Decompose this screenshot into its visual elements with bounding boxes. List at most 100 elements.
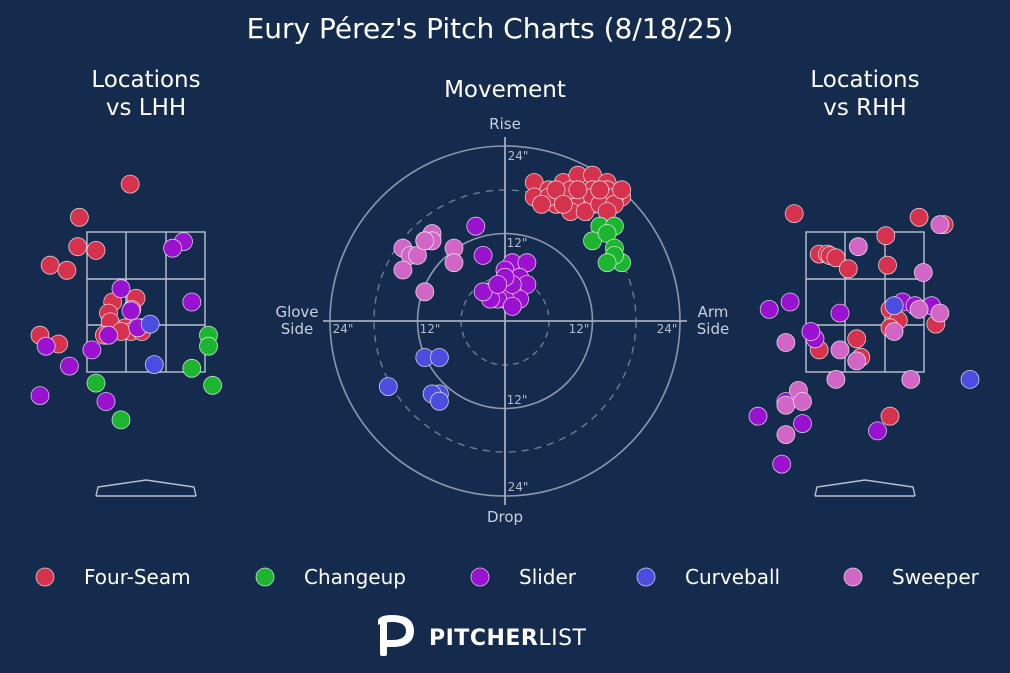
movement-panel: Rise Drop Glove Side Arm Side 24" 12" 12… bbox=[275, 115, 729, 526]
figure-title: Eury Pérez's Pitch Charts (8/18/25) bbox=[247, 12, 734, 45]
pitch-point-curveball bbox=[884, 296, 904, 316]
pitch-point-sweeper bbox=[776, 395, 796, 415]
pitch-point-slider bbox=[99, 325, 118, 345]
pitch-point-slider bbox=[793, 414, 812, 434]
pitch-point-four-seam bbox=[57, 260, 77, 280]
legend-label-sweeper: Sweeper bbox=[892, 565, 980, 589]
pitch-point-four-seam bbox=[847, 329, 867, 349]
home-plate bbox=[814, 479, 916, 497]
brand-logo-text: PITCHERLIST bbox=[429, 626, 587, 651]
pitch-point-slider bbox=[502, 296, 522, 316]
pitch-point-sweeper bbox=[847, 351, 867, 371]
rhh-points bbox=[748, 204, 980, 474]
pitch-point-four-seam bbox=[40, 255, 60, 275]
pitch-point-slider bbox=[182, 292, 202, 312]
pitch-point-sweeper bbox=[776, 333, 796, 352]
axis-label-drop: Drop bbox=[487, 508, 523, 526]
pitch-point-four-seam bbox=[880, 406, 900, 426]
pitch-point-four-seam bbox=[876, 226, 896, 246]
pitch-point-changeup bbox=[111, 410, 131, 430]
pitch-point-slider bbox=[488, 275, 508, 294]
pitch-point-curveball bbox=[429, 348, 449, 367]
pitch-point-curveball bbox=[378, 377, 398, 397]
rhh-panel-title-line1: Locations bbox=[810, 67, 919, 93]
ring-label-left-12: 12" bbox=[420, 322, 441, 336]
pitch-point-four-seam bbox=[568, 180, 588, 200]
ring-label-bottom-12: 12" bbox=[507, 393, 528, 407]
pitch-point-sweeper bbox=[826, 369, 846, 389]
pitch-point-slider bbox=[121, 301, 141, 321]
pitch-point-sweeper bbox=[884, 322, 904, 341]
pitch-point-curveball bbox=[140, 314, 160, 334]
pitch-point-slider bbox=[801, 322, 821, 341]
pitch-point-four-seam bbox=[532, 194, 551, 214]
rhh-location-panel bbox=[748, 204, 980, 497]
pitch-point-four-seam bbox=[909, 207, 929, 227]
ring-label-right-12: 12" bbox=[569, 322, 590, 336]
pitch-point-curveball bbox=[429, 391, 449, 411]
legend-label-four-seam: Four-Seam bbox=[84, 565, 191, 589]
pitch-point-four-seam bbox=[590, 180, 610, 200]
axis-label-glove-line1: Glove bbox=[275, 303, 318, 321]
pitch-point-sweeper bbox=[909, 299, 929, 319]
ring-label-top-24: 24" bbox=[508, 149, 529, 163]
pitch-point-sweeper bbox=[776, 425, 796, 445]
pitch-point-four-seam bbox=[838, 259, 858, 279]
rhh-panel-title-line2: vs RHH bbox=[823, 95, 906, 121]
movement-panel-title: Movement bbox=[444, 77, 566, 103]
pitch-point-slider bbox=[163, 238, 183, 258]
lhh-location-panel bbox=[30, 174, 223, 497]
pitch-point-sweeper bbox=[415, 282, 435, 302]
pitch-point-sweeper bbox=[444, 253, 464, 273]
legend-marker-four-seam bbox=[35, 567, 55, 587]
pitch-point-slider bbox=[36, 336, 56, 356]
legend-marker-sweeper bbox=[843, 567, 863, 587]
ring-label-left-24: 24" bbox=[333, 322, 354, 336]
pitch-point-slider bbox=[473, 245, 493, 265]
axis-label-rise: Rise bbox=[489, 115, 521, 133]
ring-label-right-24: 24" bbox=[657, 322, 678, 336]
brand-bold: PITCHER bbox=[429, 626, 538, 651]
pitch-point-changeup bbox=[182, 358, 202, 378]
pitch-point-four-seam bbox=[120, 174, 140, 194]
pitch-point-sweeper bbox=[393, 260, 413, 280]
pitch-point-changeup bbox=[199, 336, 218, 356]
pitch-point-slider bbox=[830, 303, 850, 323]
legend-label-changeup: Changeup bbox=[304, 565, 406, 589]
pitch-point-sweeper bbox=[930, 303, 950, 323]
pitch-point-slider bbox=[96, 392, 116, 411]
pitch-point-sweeper bbox=[930, 215, 950, 235]
axis-label-arm-line1: Arm bbox=[698, 303, 729, 321]
brand-light: LIST bbox=[538, 626, 586, 651]
lhh-points bbox=[30, 174, 223, 430]
pitch-point-slider bbox=[30, 386, 50, 406]
axis-label-arm-line2: Side bbox=[697, 320, 729, 338]
pitch-point-slider bbox=[466, 216, 486, 236]
pitch-point-changeup bbox=[203, 375, 223, 395]
movement-points bbox=[378, 165, 632, 411]
pitch-point-sweeper bbox=[793, 392, 812, 411]
legend-label-slider: Slider bbox=[519, 565, 577, 589]
pitch-point-four-seam bbox=[68, 237, 88, 257]
pitch-point-slider bbox=[748, 406, 768, 426]
pitch-point-changeup bbox=[597, 253, 617, 273]
pitch-point-sweeper bbox=[848, 237, 868, 257]
lhh-panel-title-line1: Locations bbox=[91, 67, 200, 93]
axis-label-glove-line2: Side bbox=[281, 320, 313, 338]
ring-label-bottom-24: 24" bbox=[508, 480, 529, 494]
pitch-point-four-seam bbox=[86, 240, 106, 260]
pitch-point-slider bbox=[868, 421, 887, 441]
lhh-panel-title-line2: vs LHH bbox=[106, 95, 186, 121]
pitch-point-four-seam bbox=[784, 204, 804, 224]
home-plate bbox=[95, 479, 197, 497]
pitch-point-slider bbox=[111, 279, 131, 299]
pitch-point-sweeper bbox=[830, 340, 850, 360]
pitch-point-four-seam bbox=[612, 180, 632, 200]
pitcherlist-p-icon bbox=[378, 615, 414, 656]
pitch-point-sweeper bbox=[415, 231, 435, 251]
pitch-point-slider bbox=[772, 454, 792, 474]
pitch-point-slider bbox=[60, 356, 79, 376]
pitch-point-sweeper bbox=[913, 263, 933, 282]
pitch-point-four-seam bbox=[70, 207, 89, 227]
